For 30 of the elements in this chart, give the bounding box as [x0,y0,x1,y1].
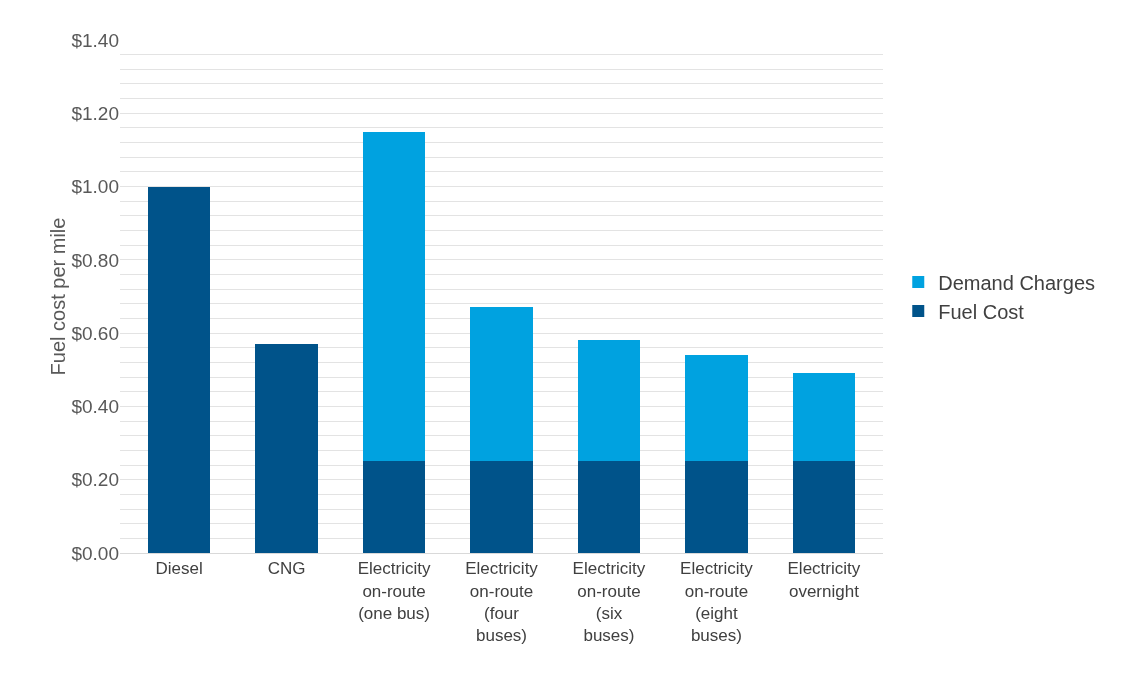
bar [792,373,856,462]
x-tick-label: CNG [267,559,306,579]
x-tick-label: Diesel [155,559,203,579]
y-tick-label: $0.60 [71,322,119,344]
bar [685,461,748,553]
x-tick-label: Electricity overnight [787,559,861,601]
bar [470,461,533,553]
y-tick-label: $1.00 [71,176,119,198]
x-tick-label: Electricity on-route (eight buses) [680,559,754,645]
y-tick-label: $0.40 [71,396,119,418]
x-tick-label: Electricity on-route (one bus) [357,559,431,623]
bar [470,307,533,462]
y-axis-title: Fuel cost per mile [47,217,70,376]
bar [255,344,318,553]
x-tick-label: Electricity on-route (six buses) [572,559,646,645]
y-tick-label: $1.40 [71,29,119,51]
y-tick-label: $0.80 [71,249,119,271]
bar [685,355,748,462]
bar [362,131,426,462]
x-tick-label: Electricity on-route (four buses) [465,559,539,645]
y-tick-label: $0.20 [71,469,119,491]
bar [147,186,211,553]
y-tick-label: $0.00 [71,542,119,564]
legend-label: Fuel Cost [938,300,1025,323]
bar [362,461,426,553]
bar [577,461,641,553]
legend-label: Demand Charges [938,271,1096,294]
bar [577,340,641,462]
bar [792,461,856,553]
y-tick-label: $1.20 [71,102,119,124]
